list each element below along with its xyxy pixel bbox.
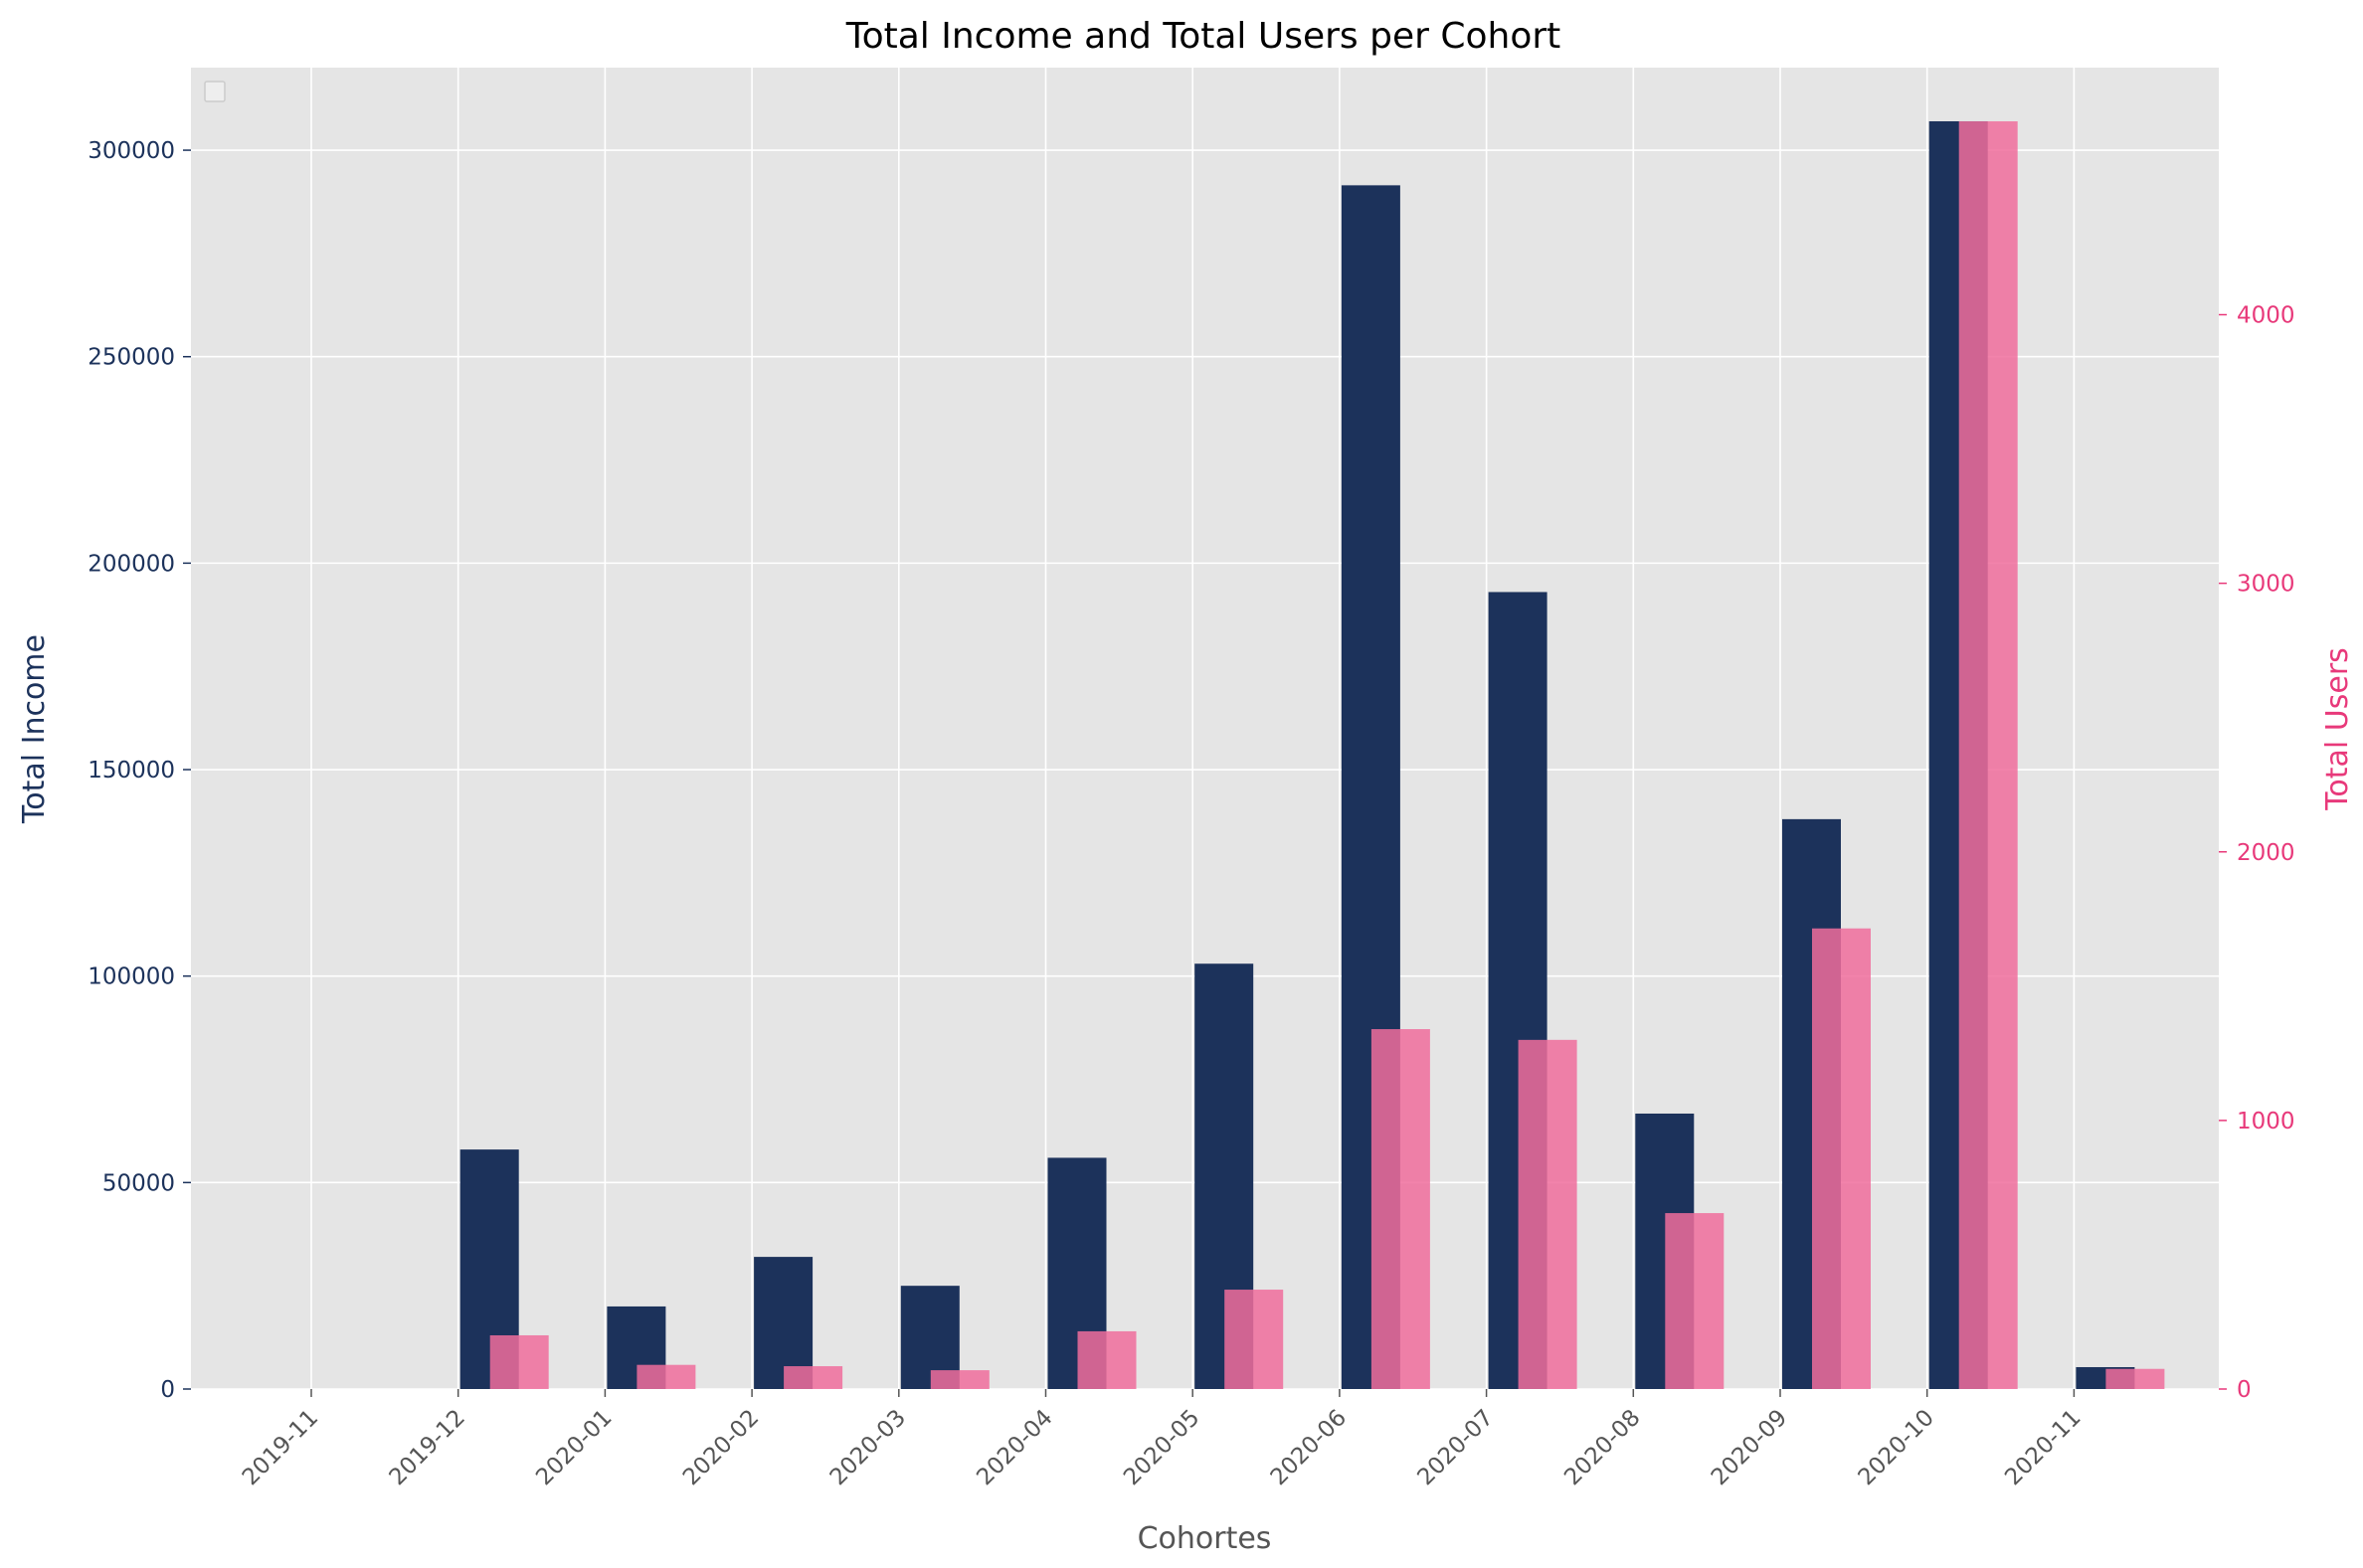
users-bar-2020-08 bbox=[1665, 1213, 1725, 1389]
users-bar-2019-12 bbox=[489, 1334, 549, 1389]
x-axis-label: Cohortes bbox=[1138, 1521, 1272, 1556]
left-tick-label: 150000 bbox=[88, 758, 175, 784]
right-tick-label: 3000 bbox=[2237, 572, 2295, 598]
users-bars bbox=[489, 121, 2165, 1389]
left-y-axis-label: Total Income bbox=[17, 634, 52, 824]
left-tick-label: 0 bbox=[160, 1377, 175, 1403]
users-bar-2020-05 bbox=[1224, 1290, 1284, 1389]
users-bar-2020-11 bbox=[2105, 1368, 2165, 1389]
users-bar-2020-02 bbox=[784, 1366, 843, 1389]
left-tick-label: 100000 bbox=[88, 964, 175, 990]
users-bar-2020-07 bbox=[1518, 1039, 1577, 1389]
users-bar-2020-01 bbox=[636, 1364, 696, 1389]
right-tick-label: 0 bbox=[2237, 1377, 2252, 1403]
left-tick-label: 200000 bbox=[88, 551, 175, 577]
right-tick-label: 2000 bbox=[2237, 840, 2295, 866]
left-tick-label: 250000 bbox=[88, 345, 175, 371]
users-bar-2020-06 bbox=[1370, 1029, 1430, 1389]
users-bar-2020-03 bbox=[930, 1370, 990, 1389]
legend-box bbox=[204, 81, 226, 102]
right-y-axis-label: Total Users bbox=[2320, 647, 2355, 811]
left-tick-label: 50000 bbox=[102, 1170, 175, 1196]
users-bar-2020-04 bbox=[1077, 1330, 1137, 1389]
right-y-axis-ticks: 0 1000 2000 3000 4000 bbox=[2219, 303, 2295, 1403]
right-tick-label: 1000 bbox=[2237, 1109, 2295, 1134]
users-bar-2020-09 bbox=[1812, 928, 1871, 1389]
chart-title: Total Income and Total Users per Cohort bbox=[845, 16, 1561, 57]
grid-lines bbox=[191, 68, 2219, 1390]
users-bar-2020-10 bbox=[1958, 121, 2018, 1389]
right-tick-label: 4000 bbox=[2237, 303, 2295, 329]
left-y-axis-ticks: 0 50000 100000 150000 200000 250000 300000 bbox=[88, 138, 191, 1403]
left-tick-label: 300000 bbox=[88, 138, 175, 164]
